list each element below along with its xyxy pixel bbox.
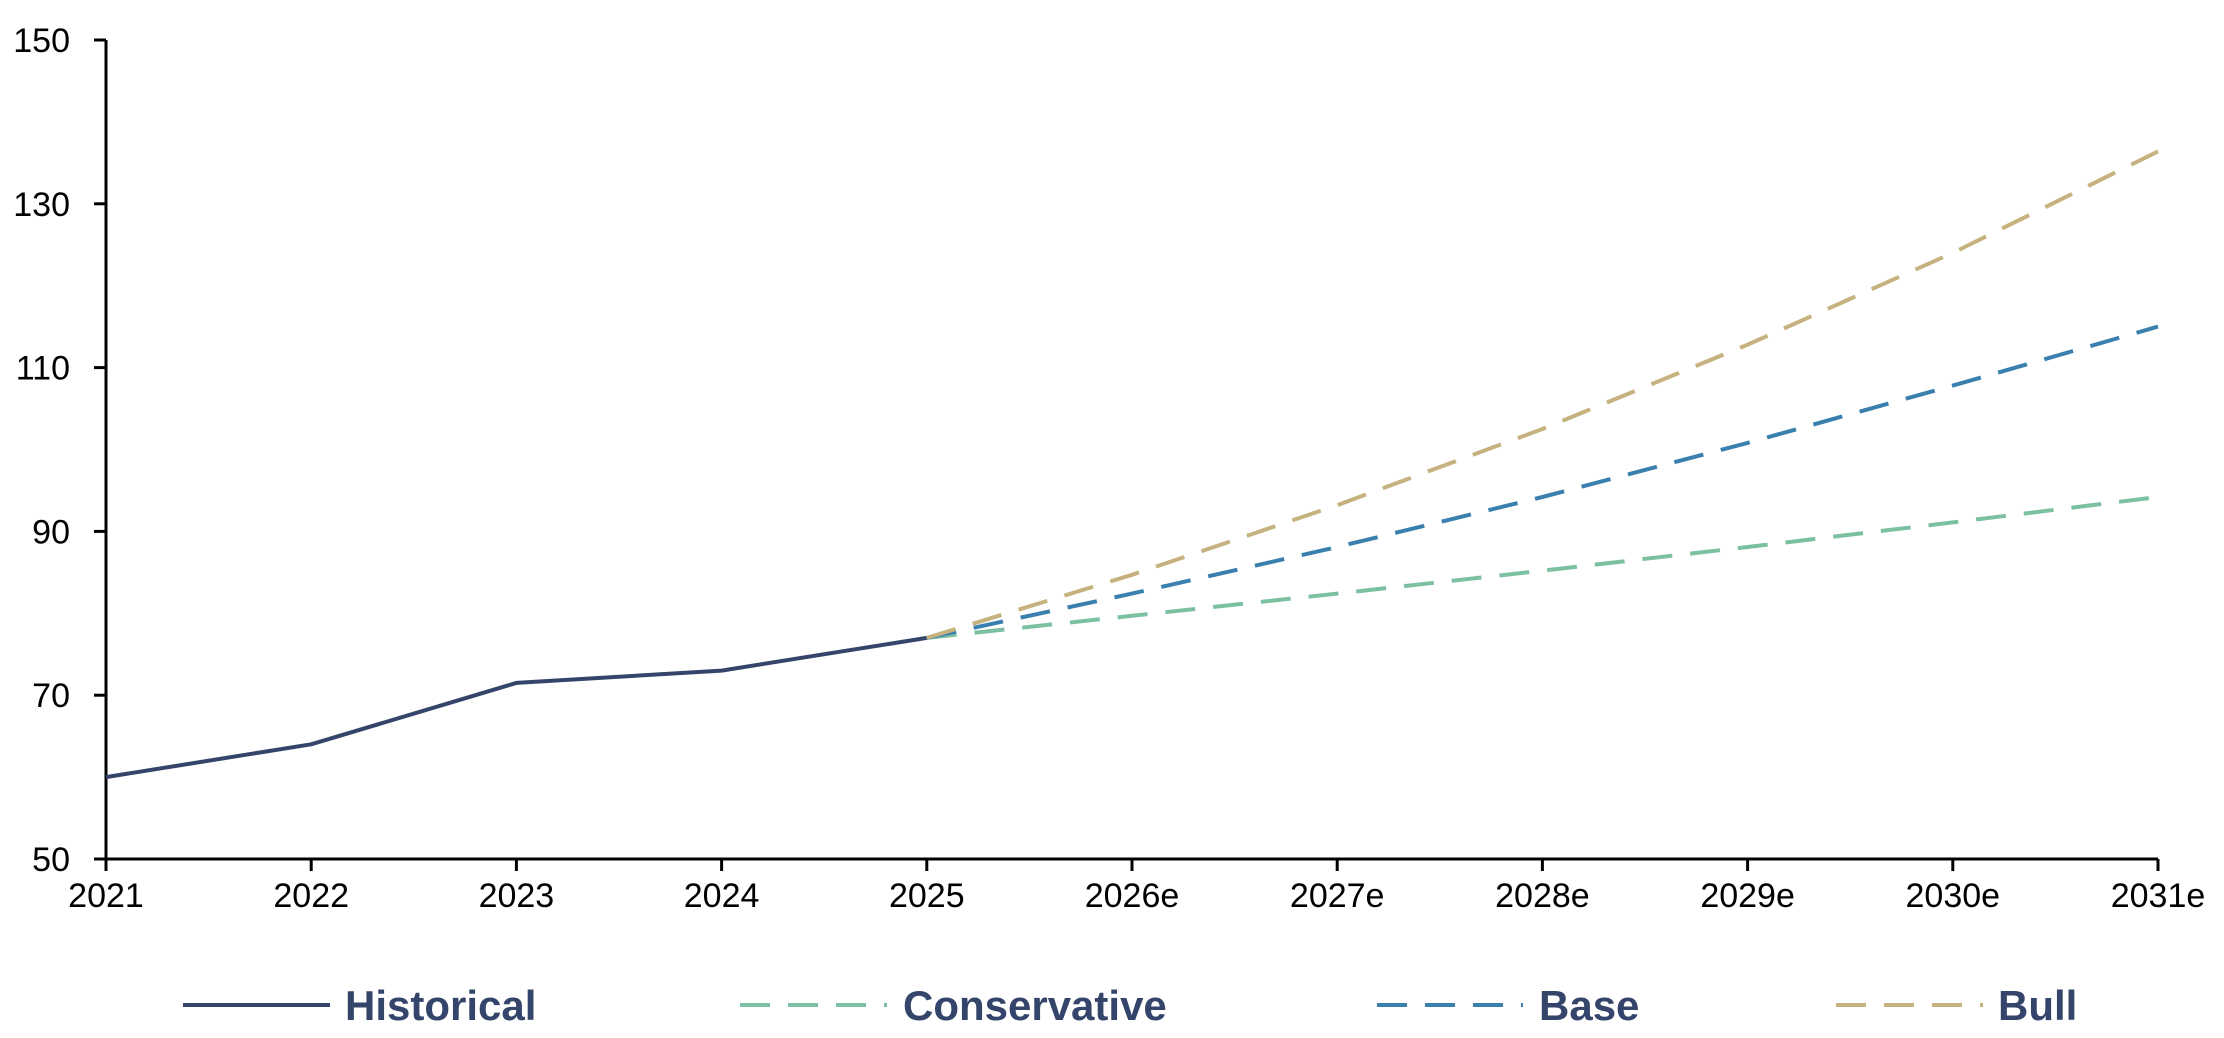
axes: 50 70 90 110 130 150 2021 2022 2023 2024 2025 2026e… (13, 22, 2205, 915)
series-line-base (926, 324, 2159, 640)
x-tick-label: 2025 (889, 877, 965, 915)
y-tick-label: 130 (13, 186, 70, 224)
legend-label-base: Base (1539, 982, 1639, 1029)
x-tick-label: 2022 (273, 877, 349, 915)
x-tick-label: 2030e (1906, 877, 2001, 915)
series-lines (105, 149, 2159, 780)
series-line-bull (926, 149, 2159, 640)
series-line-historical (105, 635, 928, 780)
x-tick-label: 2031e (2111, 877, 2206, 915)
series-line-conservative (926, 495, 2159, 640)
y-tick-label: 150 (13, 22, 70, 60)
x-tick-label: 2028e (1495, 877, 1590, 915)
x-tick-label: 2027e (1290, 877, 1385, 915)
y-tick-label: 110 (16, 350, 70, 388)
x-tick-label: 2021 (68, 877, 144, 915)
legend-label-conservative: Conservative (903, 982, 1167, 1029)
legend-label-historical: Historical (345, 982, 536, 1029)
y-tick-label: 50 (32, 841, 70, 879)
legend-label-bull: Bull (1998, 982, 2077, 1029)
y-tick-label: 90 (32, 513, 70, 551)
legend: Historical Conservative Base Bull (183, 982, 2077, 1029)
x-tick-label: 2029e (1700, 877, 1795, 915)
y-tick-label: 70 (32, 677, 70, 715)
x-tick-label: 2024 (684, 877, 760, 915)
x-tick-label: 2026e (1085, 877, 1180, 915)
x-tick-label: 2023 (479, 877, 555, 915)
